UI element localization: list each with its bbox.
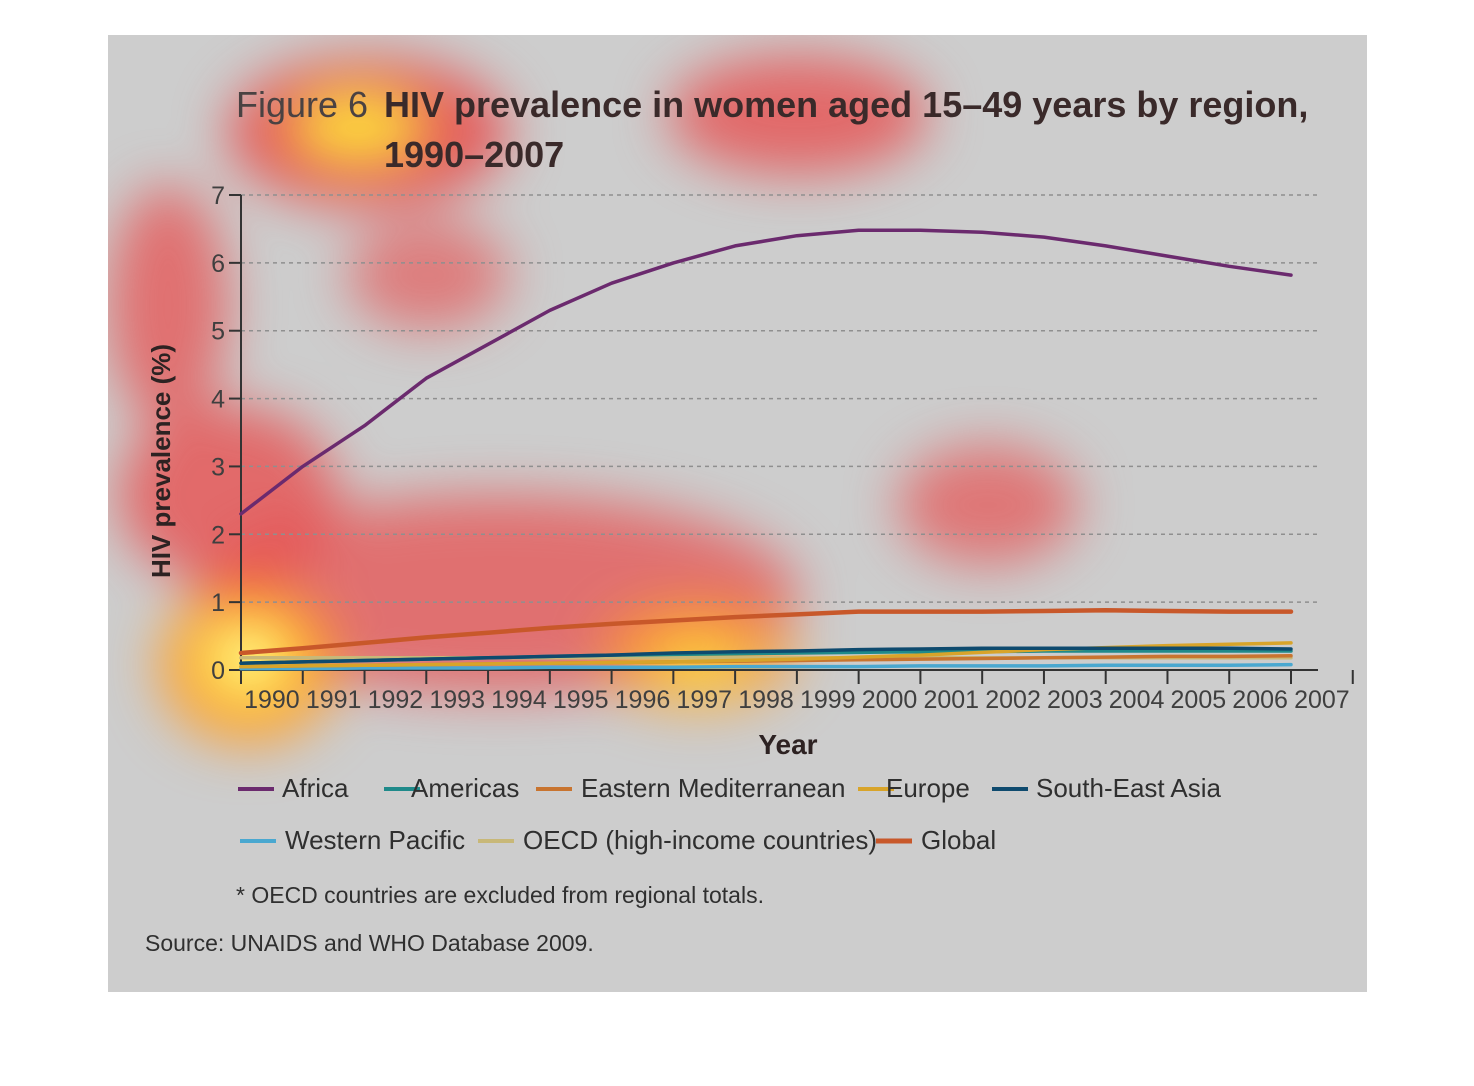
x-tick-label-2001: 2001: [923, 686, 979, 714]
legend-label-eastern-mediterranean: Eastern Mediterranean: [581, 773, 845, 803]
y-tick-labels: 0 1 2 3 4 5 6 7: [211, 182, 225, 685]
legend-label-europe: Europe: [886, 773, 970, 803]
y-tick-label-0: 0: [211, 657, 225, 685]
series-line-global: [238, 608, 1294, 656]
legend-label-oecd-high-income-countries-: OECD (high-income countries): [523, 825, 877, 855]
x-tick-label-2007: 2007: [1294, 686, 1350, 714]
chart-title-line1: HIV prevalence in women aged 15–49 years…: [384, 84, 1308, 125]
series-line-western-pacific: [239, 662, 1293, 671]
y-tick-label-1: 1: [211, 589, 225, 617]
x-tick-label-1994: 1994: [491, 686, 547, 714]
legend-label-western-pacific: Western Pacific: [285, 825, 465, 855]
series-line-africa: [239, 228, 1293, 516]
series-line-south-east-asia: [239, 646, 1293, 665]
chart-title-line2: 1990–2007: [384, 134, 564, 175]
x-tick-label-1990: 1990: [244, 686, 300, 714]
figure-panel: Figure 6 HIV prevalence in women aged 15…: [108, 35, 1367, 992]
y-tick-label-3: 3: [211, 453, 225, 481]
y-tick-label-4: 4: [211, 386, 225, 414]
x-tick-label-2003: 2003: [1047, 686, 1103, 714]
legend-label-africa: Africa: [282, 773, 349, 803]
axes: [240, 195, 1318, 671]
legend: Africa Americas Eastern Mediterranean Europ…: [238, 773, 1222, 855]
x-axis-label: Year: [758, 729, 817, 760]
legend-label-south-east-asia: South-East Asia: [1036, 773, 1222, 803]
footnote: * OECD countries are excluded from regio…: [236, 882, 764, 908]
y-tick-label-2: 2: [211, 521, 225, 549]
source-note: Source: UNAIDS and WHO Database 2009.: [145, 930, 594, 956]
y-tick-label-5: 5: [211, 318, 225, 346]
x-tick-label-1999: 1999: [800, 686, 856, 714]
x-tick-label-1993: 1993: [429, 686, 485, 714]
x-tick-label-2005: 2005: [1171, 686, 1227, 714]
x-tick-label-1992: 1992: [368, 686, 424, 714]
x-tick-label-1997: 1997: [676, 686, 732, 714]
y-tick-label-7: 7: [211, 182, 225, 210]
y-axis-label: HIV prevalence (%): [146, 344, 176, 578]
line-chart: Figure 6 HIV prevalence in women aged 15…: [145, 84, 1354, 956]
grid-lines: [229, 194, 1318, 671]
x-tick-label-1991: 1991: [306, 686, 362, 714]
x-tick-labels: 1990 1991 1992 1993 1994 1995 1996 1997 1998 1999…: [240, 670, 1354, 714]
x-tick-label-1996: 1996: [615, 686, 671, 714]
legend-label-global: Global: [921, 825, 996, 855]
legend-label-americas: Americas: [411, 773, 519, 803]
figure-label: Figure 6: [236, 84, 368, 125]
x-tick-label-1998: 1998: [738, 686, 794, 714]
x-tick-label-2002: 2002: [985, 686, 1041, 714]
x-tick-label-2006: 2006: [1232, 686, 1288, 714]
x-tick-label-1995: 1995: [553, 686, 609, 714]
x-tick-label-2004: 2004: [1109, 686, 1165, 714]
series-lines: [238, 228, 1294, 671]
y-tick-label-6: 6: [211, 250, 225, 278]
x-tick-label-2000: 2000: [862, 686, 918, 714]
